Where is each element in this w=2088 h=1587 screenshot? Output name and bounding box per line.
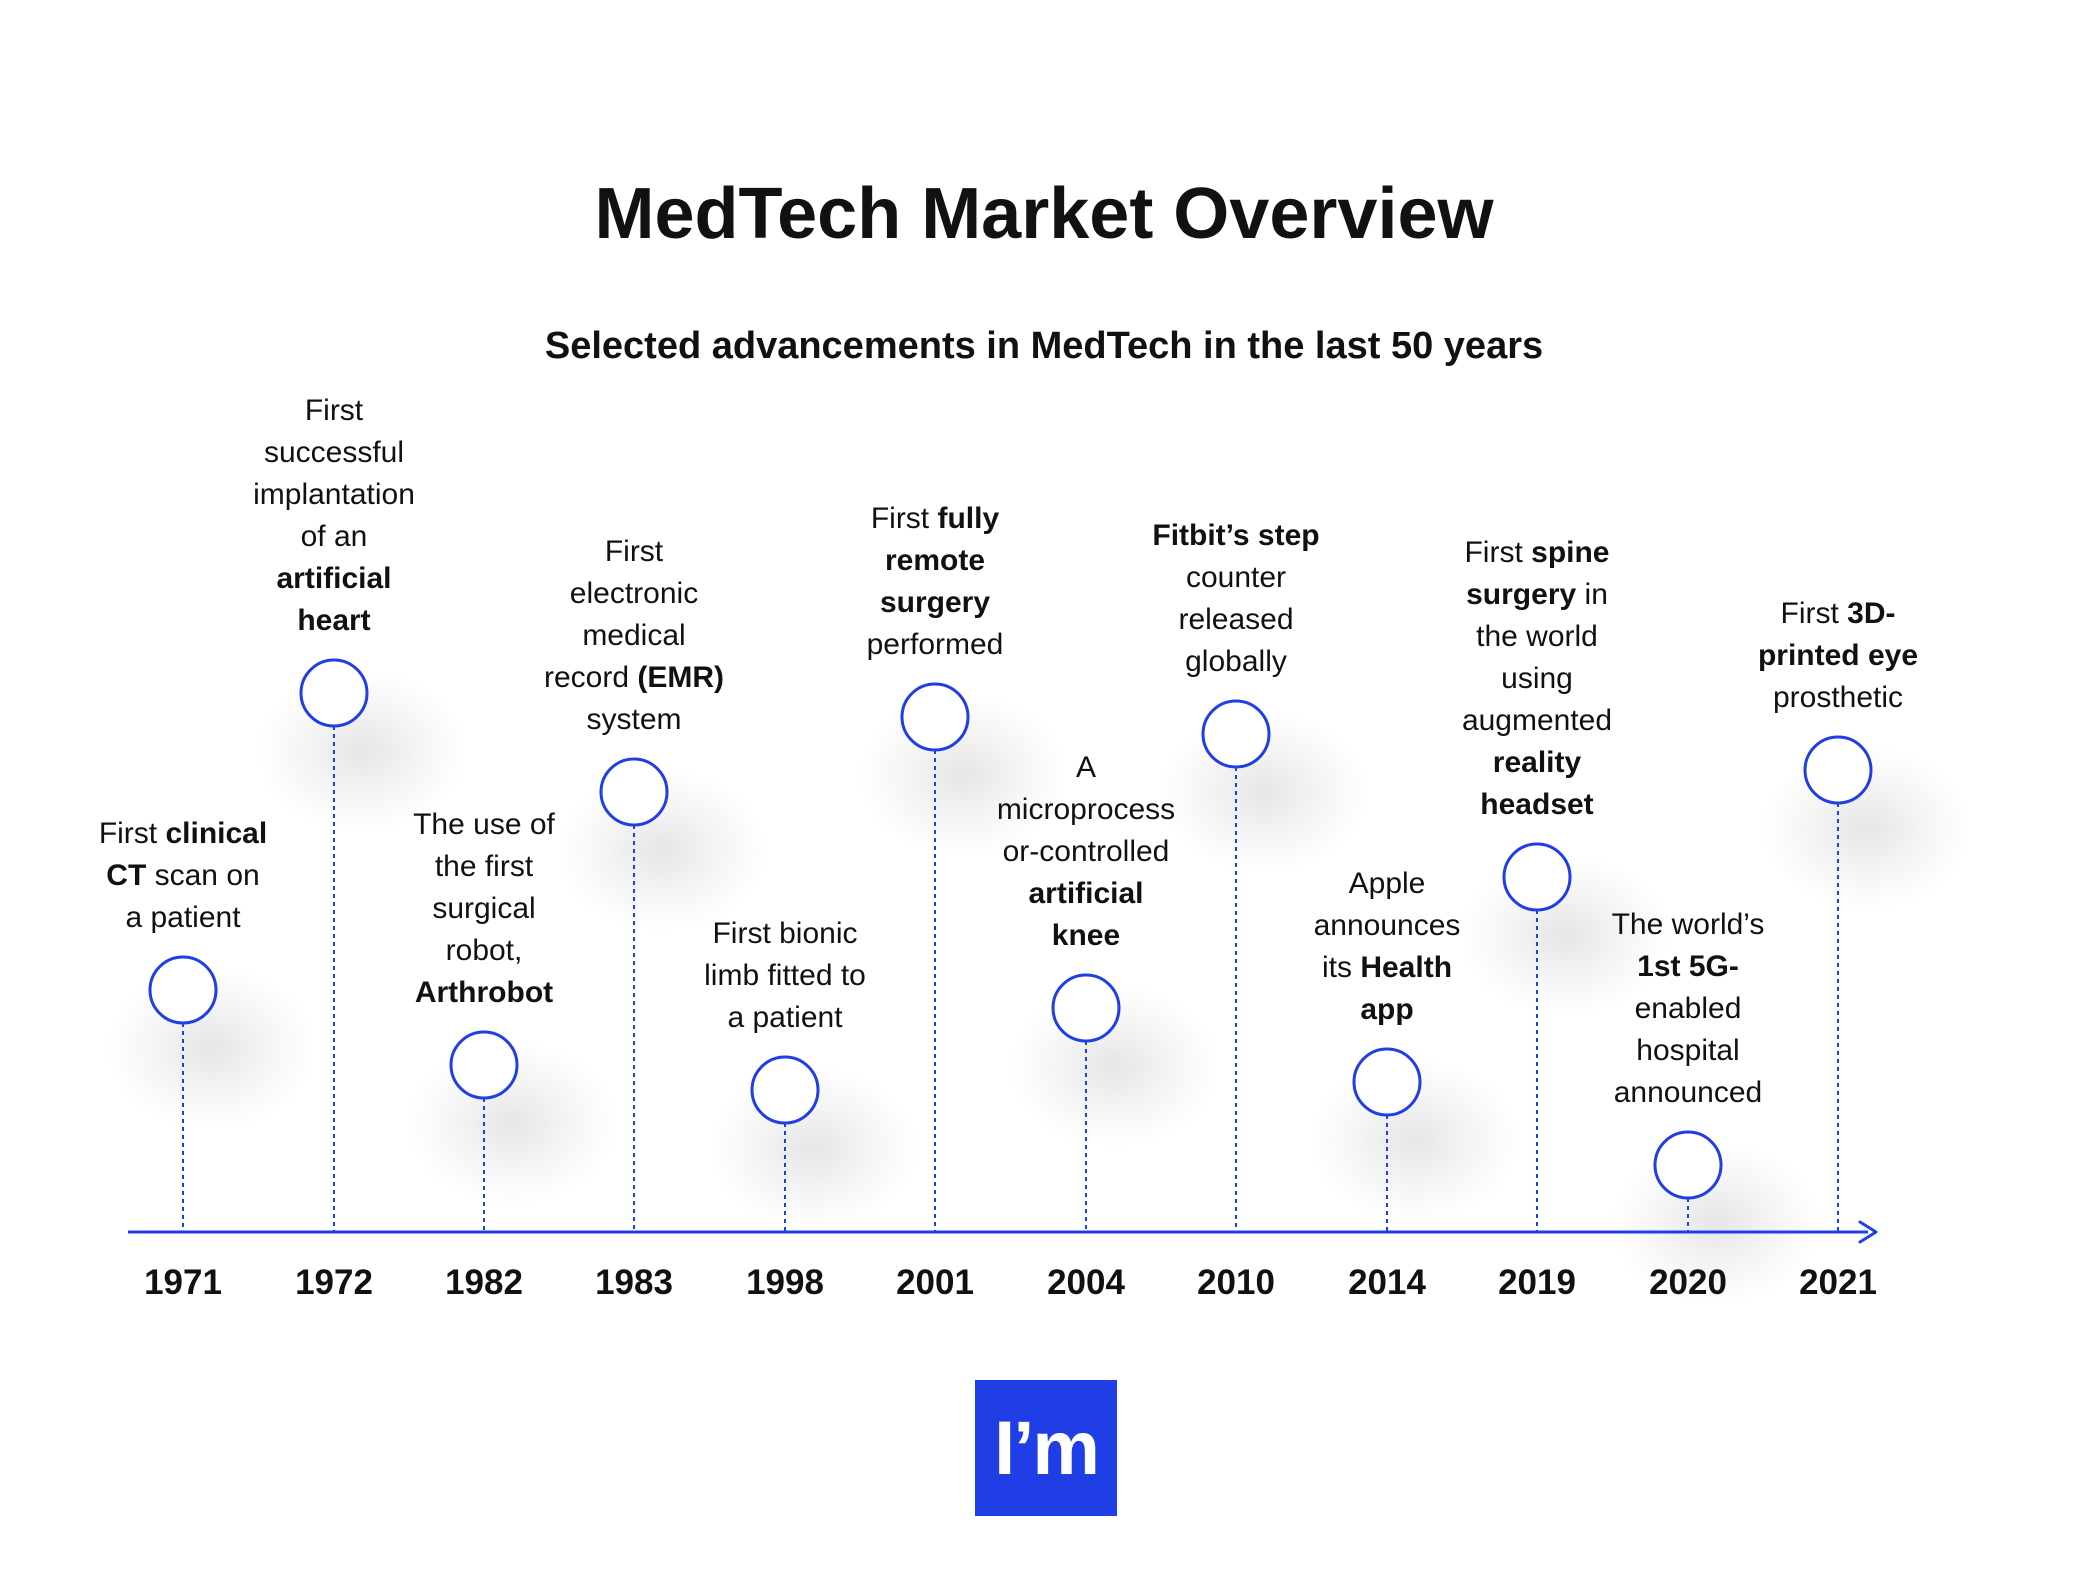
event-label-line: augmented [1461,704,1613,737]
brand-logo-text: I’m [994,1405,1100,1491]
event-label-line: First spine [1464,536,1610,569]
event-label-2021: First 3D-printed eye prosthetic [1733,593,1943,719]
timeline-node-1972 [299,658,369,728]
event-label-line: a patient [125,901,241,934]
event-label-line: The use of [413,808,555,841]
timeline-node-2010 [1201,699,1271,769]
timeline-node-2001 [900,682,970,752]
year-label-2004: 2004 [1047,1263,1125,1302]
event-label-line: heart [297,604,371,637]
event-label-line: limb fitted to [704,959,866,992]
event-label-line: robot, [445,934,523,967]
event-label-line: record (EMR) [543,661,725,694]
event-label-line: released [1178,603,1294,636]
event-label-line: its Health [1321,951,1453,984]
event-label-line: reality [1492,746,1582,779]
year-label-1998: 1998 [746,1263,824,1302]
year-label-2001: 2001 [896,1263,974,1302]
timeline-node-1998 [750,1055,820,1125]
event-label-line: prosthetic [1772,681,1904,714]
event-label-line: a patient [727,1001,843,1034]
event-label-line: First [304,394,364,427]
event-label-line: First fully [870,502,1000,535]
timeline-node-1982 [449,1030,519,1100]
event-label-1998: First bionic limb fitted to a patient [680,913,890,1039]
timeline-node-2019 [1502,842,1572,912]
event-label-line: A [1075,751,1096,784]
event-label-line: hospital [1636,1034,1740,1067]
event-label-line: successful [263,436,405,469]
event-label-line: enabled [1634,992,1742,1025]
year-label-2019: 2019 [1498,1263,1576,1302]
event-label-line: or-controlled [1002,835,1170,868]
year-label-2021: 2021 [1799,1263,1877,1302]
year-label-1983: 1983 [595,1263,673,1302]
event-label-1972: First successful implantation of an artifici… [229,390,439,642]
event-label-line: medical [582,619,686,652]
timeline-node-1983 [599,757,669,827]
event-label-line: First 3D- [1780,597,1896,630]
year-label-1972: 1972 [295,1263,373,1302]
year-label-2010: 2010 [1197,1263,1275,1302]
year-label-1982: 1982 [445,1263,523,1302]
event-label-line: First [604,535,664,568]
event-label-1982: The use of the first surgical robot, Arthrob… [379,804,589,1014]
event-label-line: surgery in [1466,578,1608,611]
event-label-line: First bionic [712,917,858,950]
event-label-line: artificial [276,562,392,595]
event-label-line: announces [1313,909,1461,942]
year-label-1971: 1971 [144,1263,222,1302]
event-label-line: CT scan on [106,859,260,892]
event-label-line: Arthrobot [414,976,554,1009]
event-label-line: headset [1480,788,1594,821]
event-label-line: The world’s [1611,908,1765,941]
event-label-line: implantation [253,478,415,511]
timeline-node-1971 [148,955,218,1025]
event-label-line: First clinical [98,817,268,850]
event-label-line: artificial [1028,877,1144,910]
event-label-1971: First clinical CT scan on a patient [78,813,288,939]
event-label-2001: First fully remote surgery performed [830,498,1040,666]
event-label-line: globally [1185,645,1287,678]
event-label-line: Apple [1348,867,1426,900]
event-label-line: performed [866,628,1004,661]
year-label-2014: 2014 [1348,1263,1426,1302]
timeline-node-2021 [1803,735,1873,805]
event-label-line: app [1360,993,1414,1026]
event-label-line: 1st 5G- [1637,950,1739,983]
event-label-line: microprocess [996,793,1176,826]
event-label-line: printed eye [1757,639,1919,672]
event-label-line: system [586,703,682,736]
timeline-arrowhead [1858,1220,1878,1244]
event-label-2014: Apple announces its Health app [1282,863,1492,1031]
page-title: MedTech Market Overview [594,174,1494,254]
event-label-2019: First spine surgery in the world using augme… [1432,532,1642,826]
event-label-line: the world [1476,620,1598,653]
event-label-line: the first [434,850,534,883]
event-label-2010: Fitbit’s step counter released globally [1131,515,1341,683]
event-label-line: announced [1613,1076,1763,1109]
timeline-node-2020 [1653,1130,1723,1200]
event-label-line: surgery [879,586,991,619]
timeline-node-2004 [1051,973,1121,1043]
event-label-line: electronic [569,577,699,610]
timeline-node-2014 [1352,1047,1422,1117]
event-label-line: knee [1051,919,1121,952]
event-label-line: counter [1185,561,1287,594]
event-label-1983: First electronic medical record (EMR) system [529,531,739,741]
event-label-2020: The world’s 1st 5G-enabled hospital announc… [1583,904,1793,1114]
event-label-line: Fitbit’s step [1152,519,1320,552]
event-label-line: remote [884,544,986,577]
brand-logo: I’m [975,1380,1117,1516]
page-subtitle: Selected advancements in MedTech in the … [544,325,1544,367]
event-label-line: using [1501,662,1573,695]
event-label-line: surgical [432,892,536,925]
year-label-2020: 2020 [1649,1263,1727,1302]
event-label-line: of an [300,520,368,553]
